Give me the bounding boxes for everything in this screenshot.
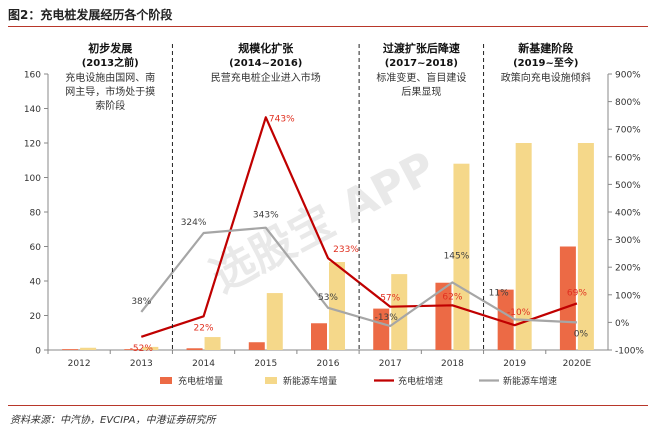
title-divider [8,26,648,27]
nev-growth-label: 324% [181,218,207,228]
left-tick-label: 160 [24,71,41,81]
right-tick-label: 400% [615,209,641,219]
stage-title: 过渡扩张后降速 [383,41,460,55]
right-tick-label: -100% [615,347,644,357]
legend-label: 充电桩增速 [398,375,443,387]
figure-title: 图2：充电桩发展经历各个阶段 [8,8,173,22]
nev-increment-bar [204,337,221,350]
nev-growth-label: 0% [574,329,589,339]
stage-description: 网主导，市场处于摸 [65,85,155,98]
right-tick-label: 800% [615,98,641,108]
right-tick-label: 700% [615,126,641,136]
stage-description: 标准变更、盲目建设 [376,71,466,84]
legend-label: 新能源车增速 [503,375,557,387]
left-tick-label: 40 [30,278,42,288]
left-tick-label: 0 [35,347,41,357]
right-tick-label: 100% [615,291,641,301]
x-tick-label: 2019 [503,359,526,369]
left-tick-label: 20 [30,312,42,322]
charger-growth-label: 22% [194,323,214,333]
charger-increment-bar [186,348,203,350]
x-tick-label: 2016 [317,359,340,369]
stage-description: 索阶段 [95,99,125,112]
charger-growth-label: 743% [269,114,295,124]
nev-increment-bar [577,143,594,350]
nev-growth-label: 343% [253,211,279,221]
charger-increment-bar [248,342,265,350]
x-tick-label: 2015 [254,359,277,369]
charger-increment-bar [559,246,576,350]
stage-description: 政策向充电设施倾斜 [501,71,591,84]
charger-increment-bar [497,289,514,350]
right-tick-label: 500% [615,181,641,191]
legend-swatch-bar [160,377,172,384]
charger-growth-label: 233% [333,245,359,255]
nev-increment-bar [80,347,97,350]
nev-increment-bar [329,262,345,350]
source-note: 资料来源：中汽协，EVCIPA，中港证券研究所 [10,415,216,426]
legend-swatch-bar [265,377,277,384]
nev-growth-label: 145% [444,251,470,261]
stage-title: 初步发展 [88,41,133,55]
x-tick-label: 2020E [563,359,592,369]
stage-title: 规模化扩张 [238,41,294,55]
nev-growth-label: 53% [318,293,338,303]
nev-increment-bar [391,274,408,350]
left-tick-label: 100 [24,174,41,184]
right-tick-label: 0% [615,319,630,329]
stage-period: (2019~至今) [513,56,578,69]
stage-title: 新基建阶段 [518,41,573,55]
left-tick-label: 60 [30,243,42,253]
nev-growth-label: 38% [131,297,151,307]
x-tick-label: 2018 [441,359,464,369]
x-tick-label: 2017 [379,359,402,369]
charger-growth-label: -52% [130,344,154,354]
legend-label: 新能源车增量 [283,375,337,387]
charger-increment-bar [124,349,141,350]
charger-increment-bar [62,349,79,350]
charger-increment-bar [311,323,327,350]
nev-increment-bar [266,293,283,350]
charger-growth-label: 57% [380,294,400,304]
right-tick-label: 300% [615,236,641,246]
stage-period: (2017~2018) [385,58,458,69]
nev-increment-bar [453,163,470,350]
charger-growth-label: 69% [567,288,587,298]
right-tick-label: 600% [615,153,641,163]
nev-increment-bar [515,143,532,350]
left-tick-label: 140 [24,105,41,115]
x-tick-label: 2013 [130,359,153,369]
stage-description: 充电设施由国网、南 [65,71,155,84]
charger-growth-label: -10% [507,308,531,318]
x-tick-label: 2012 [68,359,91,369]
right-tick-label: 900% [615,71,641,81]
x-tick-label: 2014 [192,359,215,369]
left-tick-label: 120 [24,140,41,150]
stage-description: 民营充电桩企业进入市场 [211,71,321,84]
stage-period: (2013之前) [82,56,139,69]
nev-growth-line [140,226,577,328]
legend-label: 充电桩增量 [178,375,223,387]
right-tick-label: 200% [615,264,641,274]
charger-growth-label: 62% [442,292,462,302]
watermark-text: 选股宝 APP [203,142,444,302]
nev-increment-bar [142,346,159,350]
left-tick-label: 80 [30,209,42,219]
stage-description: 后果显现 [401,86,441,98]
nev-growth-label: -13% [375,313,399,323]
source-divider [8,405,648,406]
nev-growth-label: 11% [489,288,509,298]
charger-increment-bar [373,308,390,350]
stage-period: (2014~2016) [229,58,302,69]
charger-increment-bar [435,282,452,350]
